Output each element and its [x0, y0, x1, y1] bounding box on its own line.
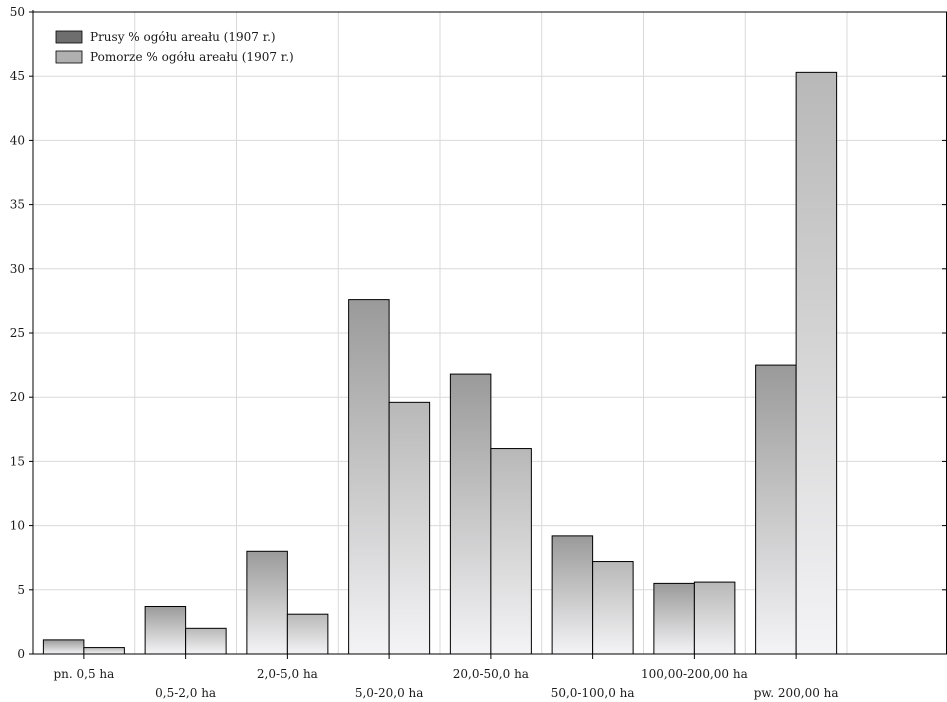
legend-label-pomorze: Pomorze % ogółu areału (1907 r.) [90, 50, 294, 64]
legend-label-prusy: Prusy % ogółu areału (1907 r.) [90, 30, 276, 44]
bar-prusy [349, 300, 390, 654]
y-tick-label: 30 [10, 262, 25, 276]
bar-pomorze [389, 402, 430, 654]
bar-prusy [756, 365, 797, 654]
legend-swatch-pomorze [56, 51, 82, 63]
bar-prusy [247, 551, 288, 654]
x-category-label: pn. 0,5 ha [53, 667, 114, 681]
bar-pomorze [186, 628, 227, 654]
bar-prusy [654, 583, 695, 654]
bar-prusy [552, 536, 593, 654]
y-tick-label: 5 [17, 583, 25, 597]
y-tick-label: 0 [17, 647, 25, 661]
y-tick-label: 20 [10, 390, 25, 404]
bar-pomorze [694, 582, 735, 654]
y-tick-label: 10 [10, 519, 25, 533]
x-category-label: 100,00-200,00 ha [641, 667, 748, 681]
legend-swatch-prusy [56, 31, 82, 43]
bar-pomorze [491, 449, 532, 654]
bar-prusy [450, 374, 491, 654]
y-tick-label: 25 [10, 326, 25, 340]
bar-pomorze [796, 72, 837, 654]
bar-prusy [145, 606, 186, 654]
x-category-label: 2,0-5,0 ha [257, 667, 318, 681]
bar-pomorze [84, 648, 125, 654]
x-category-label: 50,0-100,0 ha [551, 686, 635, 700]
y-tick-label: 15 [10, 454, 25, 468]
y-tick-label: 45 [10, 69, 25, 83]
legend: Prusy % ogółu areału (1907 r.) Pomorze %… [56, 30, 294, 64]
bar-pomorze [287, 614, 328, 654]
y-tick-label: 50 [10, 5, 25, 19]
y-tick-label: 35 [10, 198, 25, 212]
x-category-label: 20,0-50,0 ha [453, 667, 529, 681]
x-category-label: 0,5-2,0 ha [155, 686, 216, 700]
y-tick-label: 40 [10, 133, 25, 147]
bar-pomorze [593, 562, 634, 654]
x-category-label: 5,0-20,0 ha [355, 686, 424, 700]
x-category-label: pw. 200,00 ha [754, 686, 839, 700]
bar-prusy [43, 640, 84, 654]
